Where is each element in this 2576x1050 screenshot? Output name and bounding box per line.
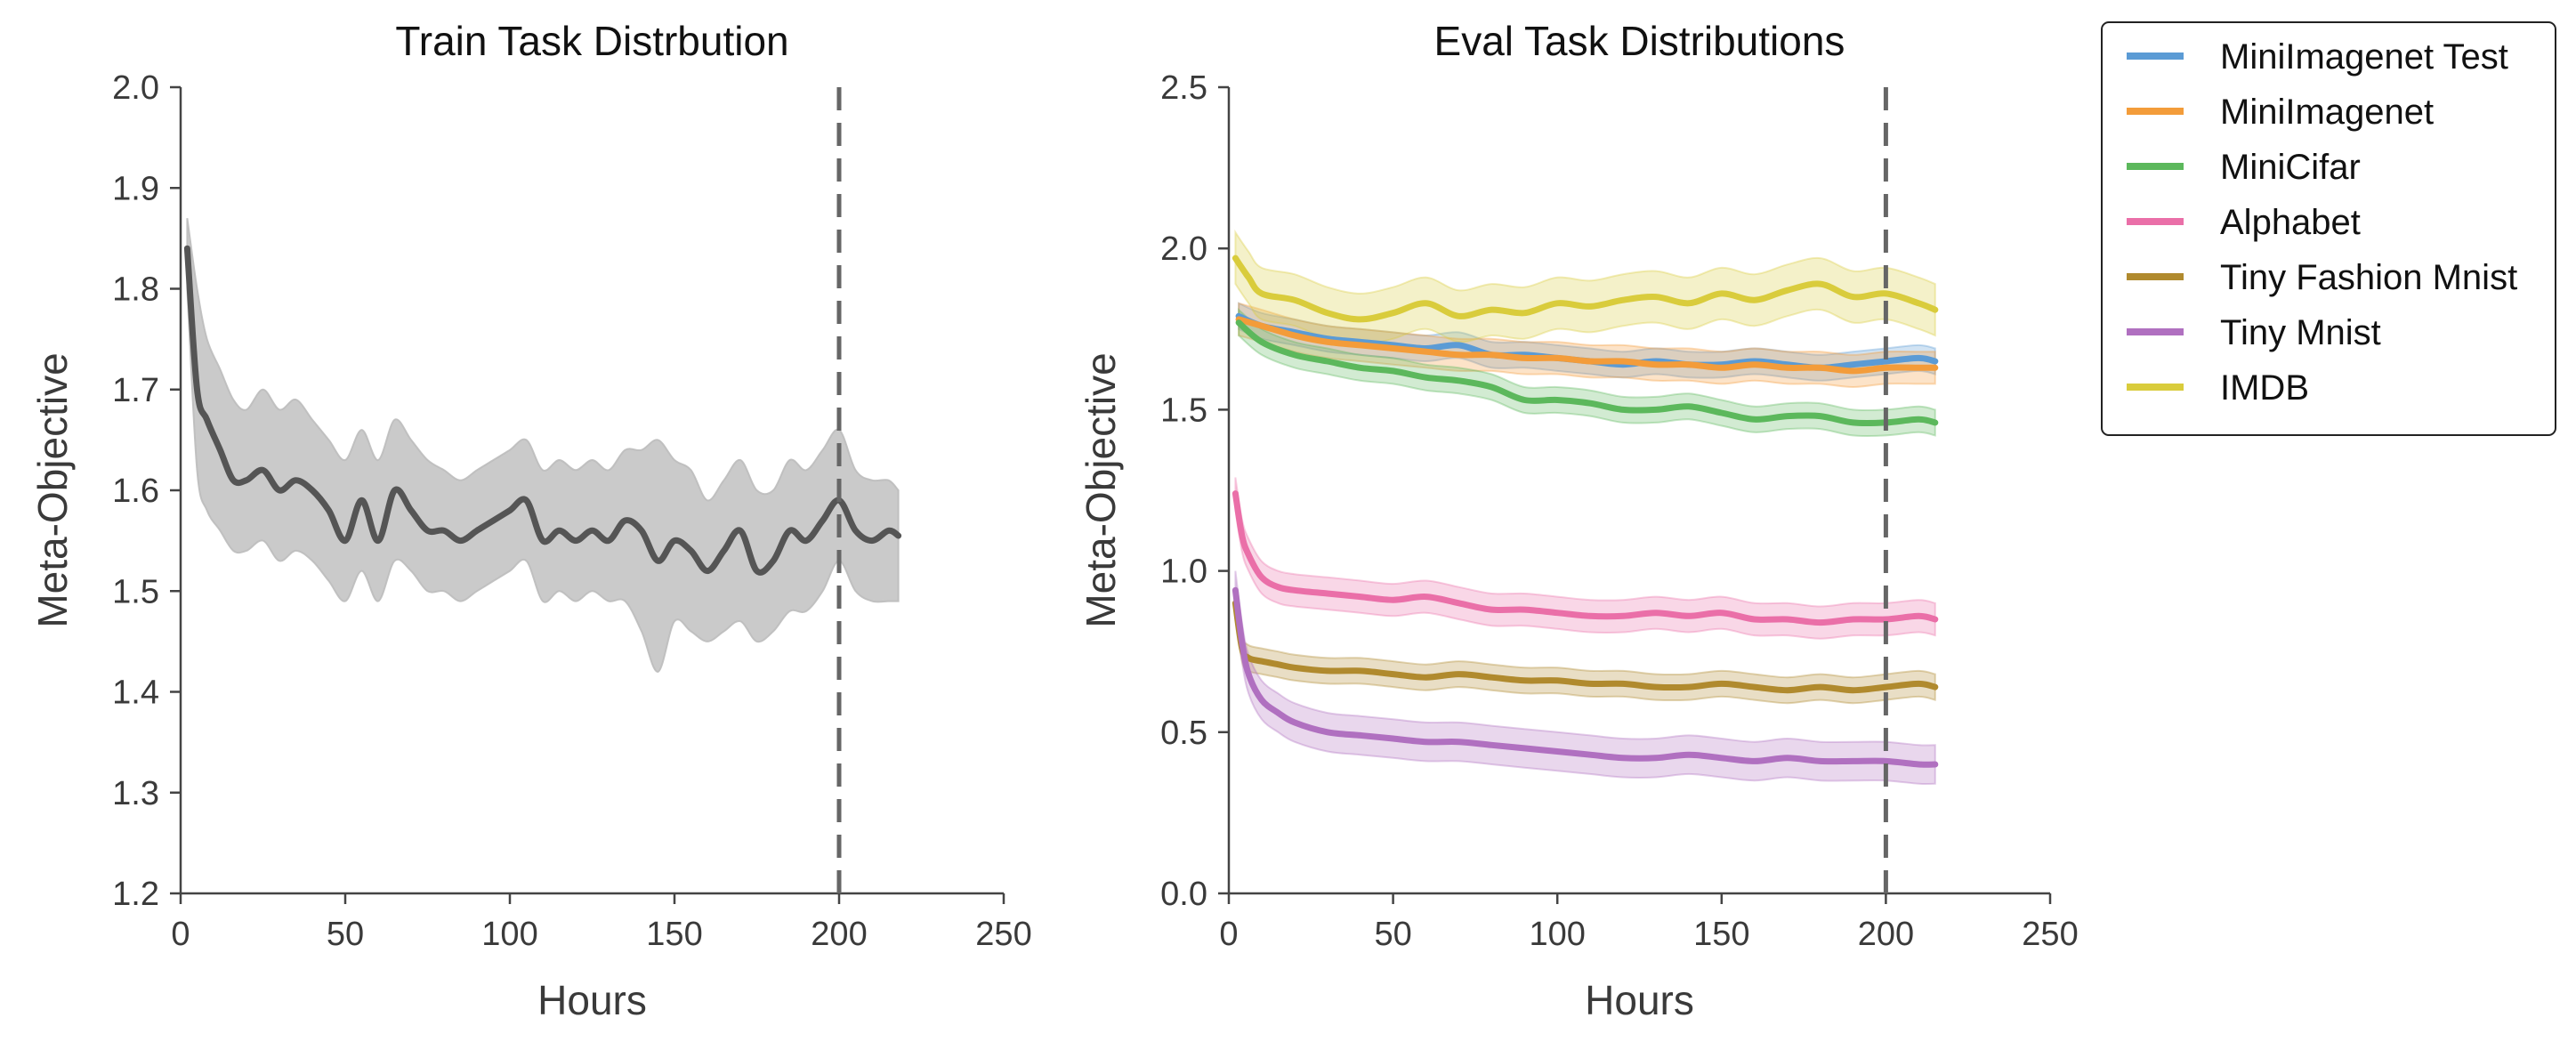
legend-label: MiniImagenet	[2220, 93, 2434, 132]
series-band	[186, 218, 900, 673]
train-panel: Train Task Distrbution 1.2 1.3 1.4 1.5 1.6 1.7…	[29, 18, 1032, 1023]
series-line	[1231, 586, 1939, 768]
series-line	[1235, 316, 1939, 375]
y-tick-label: 1.6	[112, 472, 159, 510]
x-tick-label: 100	[481, 916, 537, 953]
y-tick-label: 2.0	[112, 69, 159, 107]
y-tick-label: 1.7	[112, 372, 159, 409]
y-tick-label: 1.8	[112, 271, 159, 309]
y-axis-title: Meta-Objective	[29, 352, 76, 627]
legend-label: Alphabet	[2220, 203, 2361, 242]
y-tick-label: 1.2	[112, 876, 159, 913]
x-tick-label: 150	[646, 916, 702, 953]
series-line	[1231, 490, 1939, 626]
eval-panel: Eval Task Distributions 0.0 0.5 1.0 1.5 2.0 2.…	[1078, 18, 2079, 1023]
y-tick-label: 2.5	[1160, 69, 1207, 107]
x-tick-label: 0	[1219, 916, 1238, 953]
chart-title: Eval Task Distributions	[1434, 18, 1845, 64]
legend-label: MiniCifar	[2220, 148, 2361, 187]
y-tick-label: 0.5	[1160, 715, 1207, 752]
y-tick-label: 2.0	[1160, 230, 1207, 268]
legend-label: MiniImagenet Test	[2220, 37, 2508, 77]
y-tick-label: 1.5	[1160, 392, 1207, 429]
x-tick-label: 50	[1374, 916, 1411, 953]
y-tick-label: 1.9	[112, 170, 159, 207]
x-tick-label: 250	[2022, 916, 2078, 953]
series-band	[1234, 570, 1936, 786]
y-tick-label: 1.4	[112, 674, 159, 712]
x-tick-label: 100	[1529, 916, 1585, 953]
x-tick-label: 200	[1858, 916, 1914, 953]
series-band	[1234, 229, 1936, 346]
x-tick-label: 50	[327, 916, 364, 953]
series-line	[183, 245, 902, 576]
series-line	[1235, 319, 1939, 427]
y-tick-label: 1.3	[112, 775, 159, 812]
legend-label: Tiny Fashion Mnist	[2220, 258, 2517, 297]
legend-label: Tiny Mnist	[2220, 313, 2381, 352]
y-tick-label: 1.5	[112, 573, 159, 610]
x-axis-title: Hours	[537, 977, 647, 1023]
x-tick-label: 150	[1693, 916, 1749, 953]
x-axis-title: Hours	[1585, 977, 1694, 1023]
x-tick-label: 0	[171, 916, 190, 953]
legend-frame	[2101, 21, 2556, 436]
y-axis-title: Meta-Objective	[1078, 352, 1124, 627]
x-tick-label: 250	[975, 916, 1031, 953]
y-tick-label: 1.0	[1160, 553, 1207, 591]
legend: MiniImagenet Test MiniImagenet MiniCifar Al…	[2101, 21, 2556, 436]
series-line	[1231, 600, 1939, 694]
y-tick-label: 0.0	[1160, 876, 1207, 913]
legend-label: IMDB	[2220, 368, 2309, 408]
x-tick-label: 200	[811, 916, 867, 953]
chart-title: Train Task Distrbution	[395, 18, 788, 64]
series-line	[1231, 254, 1939, 323]
